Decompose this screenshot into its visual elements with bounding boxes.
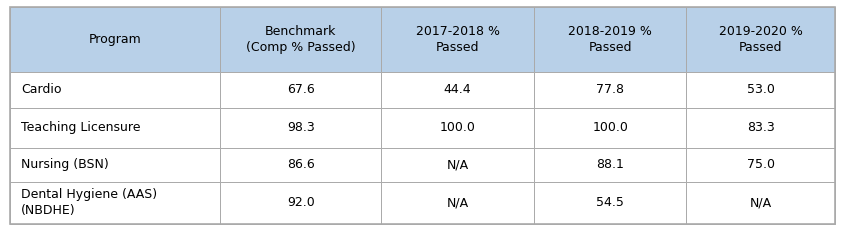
Text: 100.0: 100.0: [439, 122, 475, 134]
Text: 67.6: 67.6: [287, 83, 314, 97]
Text: 98.3: 98.3: [287, 122, 314, 134]
Text: 44.4: 44.4: [443, 83, 471, 97]
Text: 77.8: 77.8: [595, 83, 624, 97]
Bar: [220, 7, 381, 72]
Bar: [10, 108, 220, 148]
Bar: [220, 148, 381, 182]
Bar: [685, 72, 834, 108]
Text: Cardio: Cardio: [21, 83, 62, 97]
Bar: [533, 148, 685, 182]
Bar: [533, 72, 685, 108]
Bar: [220, 108, 381, 148]
Text: 92.0: 92.0: [287, 196, 314, 209]
Text: Teaching Licensure: Teaching Licensure: [21, 122, 140, 134]
Bar: [381, 7, 533, 72]
Text: 86.6: 86.6: [287, 158, 314, 171]
Bar: [220, 182, 381, 224]
Bar: [533, 7, 685, 72]
Bar: [10, 72, 220, 108]
Bar: [685, 7, 834, 72]
Bar: [533, 182, 685, 224]
Text: 2018-2019 %
Passed: 2018-2019 % Passed: [567, 25, 652, 54]
Text: 2019-2020 %
Passed: 2019-2020 % Passed: [718, 25, 802, 54]
Text: 2017-2018 %
Passed: 2017-2018 % Passed: [415, 25, 499, 54]
Text: 83.3: 83.3: [746, 122, 774, 134]
Text: 75.0: 75.0: [746, 158, 774, 171]
Text: Nursing (BSN): Nursing (BSN): [21, 158, 109, 171]
Text: 100.0: 100.0: [592, 122, 627, 134]
Bar: [220, 72, 381, 108]
Text: Program: Program: [89, 33, 142, 46]
Text: 53.0: 53.0: [746, 83, 774, 97]
Text: Dental Hygiene (AAS)
(NBDHE): Dental Hygiene (AAS) (NBDHE): [21, 188, 157, 217]
Bar: [381, 148, 533, 182]
Text: 54.5: 54.5: [596, 196, 624, 209]
Bar: [381, 108, 533, 148]
Bar: [685, 108, 834, 148]
Text: 88.1: 88.1: [596, 158, 624, 171]
Bar: [381, 182, 533, 224]
Bar: [10, 182, 220, 224]
Text: N/A: N/A: [446, 158, 468, 171]
Bar: [685, 182, 834, 224]
Bar: [685, 148, 834, 182]
Text: N/A: N/A: [446, 196, 468, 209]
Text: Benchmark
(Comp % Passed): Benchmark (Comp % Passed): [246, 25, 355, 54]
Bar: [10, 148, 220, 182]
Bar: [381, 72, 533, 108]
Bar: [10, 7, 220, 72]
Text: N/A: N/A: [749, 196, 771, 209]
Bar: [533, 108, 685, 148]
